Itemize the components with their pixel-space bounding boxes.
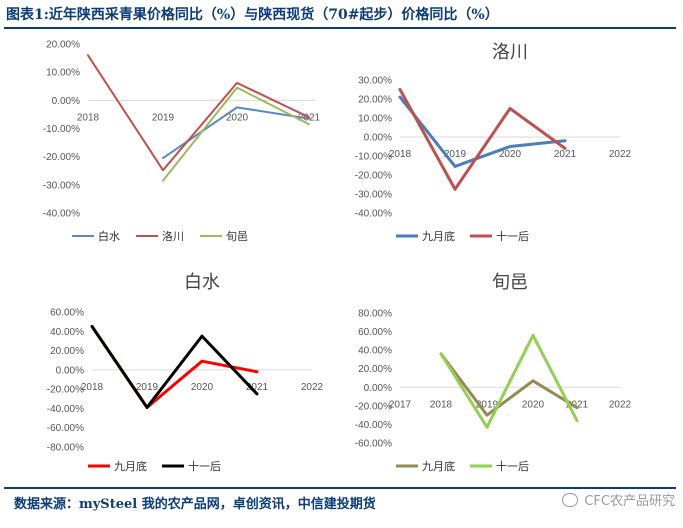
series-line [398,95,567,168]
watermark: CFC农产品研究 [562,490,675,509]
x-tick-label: 2019 [136,382,159,393]
x-tick-label: 2019 [476,399,499,410]
legend-label: 白水 [98,229,120,243]
chart-title: 洛川 [492,42,528,63]
y-tick-label: 10.00% [358,114,392,125]
x-tick-label: 2022 [301,382,324,393]
x-tick-label: 2017 [389,399,412,410]
y-tick-label: 0.00% [52,96,80,107]
y-tick-label: 10.00% [46,68,80,79]
chart-panel-baishui: 白水 60.00% 40.00% 20.00% 0.00% -20.00% -40.00% -… [47,272,324,473]
x-tick-label: 2022 [609,399,632,410]
y-tick-label: 0.00% [364,383,392,394]
chart-title: 旬邑 [492,272,528,293]
figure-title: 图表1:近年陕西采青果价格同比（%）与陕西现货（70#起步）价格同比（%） [6,7,499,23]
legend-label: 旬邑 [226,230,248,243]
y-tick-label: 40.00% [358,346,392,357]
legend-label: 十一后 [496,459,529,473]
x-tick-label: 2019 [152,112,175,123]
y-tick-label: 0.00% [56,365,84,376]
y-tick-label: -20.00% [355,171,392,182]
y-tick-label: 0.00% [364,133,392,144]
legend-label: 九月底 [422,459,455,473]
y-tick-label: -30.00% [43,180,80,191]
chart-title: 白水 [184,272,220,293]
series-line [439,333,579,429]
chart-panel-xunyi: 旬邑 80.00% 60.00% 40.00% 20.00% 0.00% -20.00% -4… [355,272,632,473]
y-tick-label: -20.00% [43,152,80,163]
series-line [439,352,579,417]
series-line [90,324,259,409]
x-tick-label: 2020 [499,149,522,160]
legend-label: 九月底 [422,229,455,243]
x-tick-label: 2018 [430,399,453,410]
y-tick-label: -60.00% [355,439,392,450]
y-tick-label: 20.00% [358,364,392,375]
x-tick-label: 2021 [566,399,589,410]
x-tick-label: 2018 [389,149,412,160]
y-tick-label: -80.00% [47,443,84,454]
legend-label: 洛川 [162,229,184,243]
y-tick-label: -20.00% [355,401,392,412]
y-tick-label: 40.00% [50,327,84,338]
data-source-note: 数据来源：mySteel 我的农产品网，卓创资讯，中信建投期货 [14,497,376,512]
wechat-icon [562,493,579,507]
footer-divider [4,487,676,489]
legend-label: 九月底 [114,459,147,473]
y-tick-label: 80.00% [358,309,392,320]
x-tick-label: 2022 [609,149,632,160]
y-tick-label: 20.00% [46,40,80,51]
watermark-text: CFC农产品研究 [584,494,675,509]
y-tick-label: -10.00% [355,152,392,163]
x-tick-label: 2018 [77,112,100,123]
x-tick-label: 2018 [81,382,104,393]
y-tick-label: -30.00% [355,190,392,201]
y-tick-label: 20.00% [50,346,84,357]
y-tick-label: 60.00% [50,308,84,319]
x-tick-label: 2020 [226,112,249,123]
y-tick-label: -40.00% [43,209,80,220]
chart-panel-regions: 20.00% 10.00% 0.00% -10.00% -20.00% -30.00% -4… [43,40,321,244]
y-tick-label: -60.00% [47,423,84,434]
series-line [162,86,310,182]
series-line [398,88,567,191]
y-tick-label: -40.00% [355,420,392,431]
chart-panel-luochuan: 洛川 30.00% 20.00% 10.00% 0.00% -10.00% -20.00% -… [355,42,632,243]
y-tick-label: 20.00% [358,95,392,106]
series-line [87,54,310,172]
y-tick-label: -20.00% [47,385,84,396]
x-tick-label: 2021 [246,382,269,393]
legend-label: 十一后 [496,229,529,243]
x-tick-label: 2021 [554,149,577,160]
y-tick-label: 60.00% [358,327,392,338]
y-tick-label: 30.00% [358,76,392,87]
y-tick-label: -40.00% [355,209,392,220]
y-tick-label: -40.00% [47,404,84,415]
y-tick-label: -10.00% [43,124,80,135]
legend-label: 十一后 [188,459,221,473]
x-tick-label: 2020 [191,382,214,393]
x-tick-label: 2020 [522,399,545,410]
title-divider [4,27,676,29]
x-tick-label: 2019 [444,149,467,160]
